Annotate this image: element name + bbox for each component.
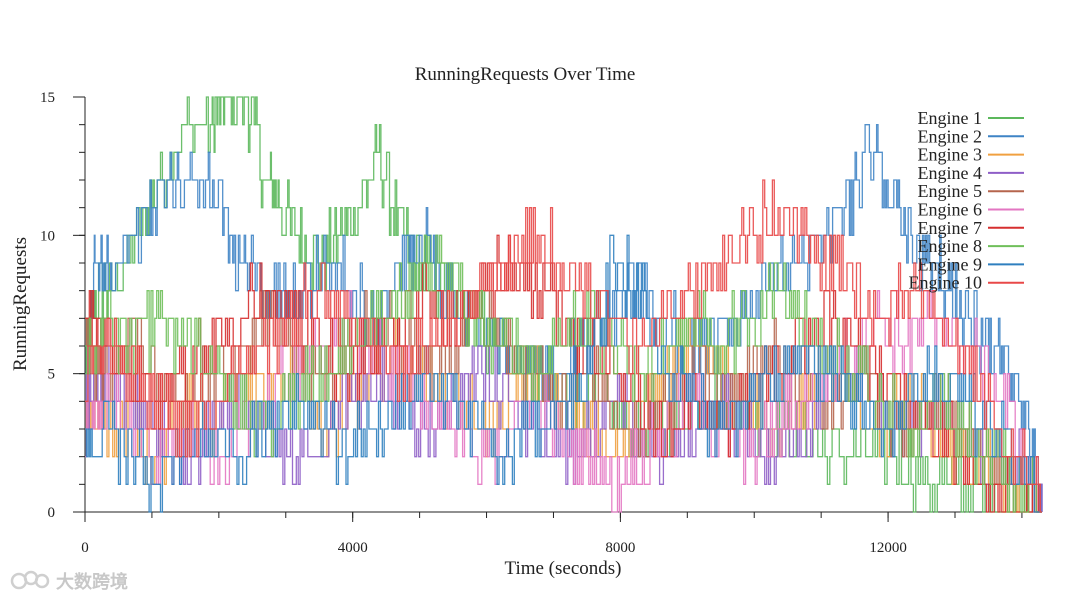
legend-label-engine-6: Engine 6: [918, 200, 983, 220]
legend-label-engine-10: Engine 10: [909, 273, 983, 293]
y-tick-label: 5: [48, 367, 56, 383]
watermark: 大数跨境: [10, 568, 128, 594]
x-tick-label: 8000: [605, 540, 635, 556]
chart-title: RunningRequests Over Time: [415, 64, 636, 85]
legend-label-engine-8: Engine 8: [918, 236, 983, 256]
x-tick-label: 4000: [338, 540, 368, 556]
legend-label-engine-5: Engine 5: [918, 181, 983, 201]
y-tick-label: 10: [40, 228, 55, 244]
x-axis-label: Time (seconds): [505, 558, 622, 579]
y-tick-label: 0: [48, 505, 56, 521]
x-tick-label: 12000: [869, 540, 907, 556]
y-tick-label: 15: [40, 90, 55, 106]
x-tick-label: 0: [81, 540, 89, 556]
legend-label-engine-3: Engine 3: [918, 145, 983, 165]
legend-label-engine-9: Engine 9: [918, 254, 983, 274]
series-line-engine-9: [85, 234, 1042, 513]
y-axis-label: RunningRequests: [10, 237, 31, 371]
legend-label-engine-7: Engine 7: [918, 218, 983, 238]
axes: 0 4000 8000 12000 0 5 10 15: [40, 90, 1042, 556]
watermark-text: 大数跨境: [56, 572, 128, 593]
legend-label-engine-4: Engine 4: [918, 163, 983, 183]
legend-label-engine-1: Engine 1: [918, 108, 983, 128]
series-layer: [85, 96, 1043, 513]
legend-label-engine-2: Engine 2: [918, 126, 983, 146]
series-line-engine-8: [85, 234, 1042, 513]
series-line-engine-1: [85, 96, 1042, 513]
watermark-logo-icon: [10, 570, 50, 590]
series-line-engine-10: [85, 179, 1042, 513]
